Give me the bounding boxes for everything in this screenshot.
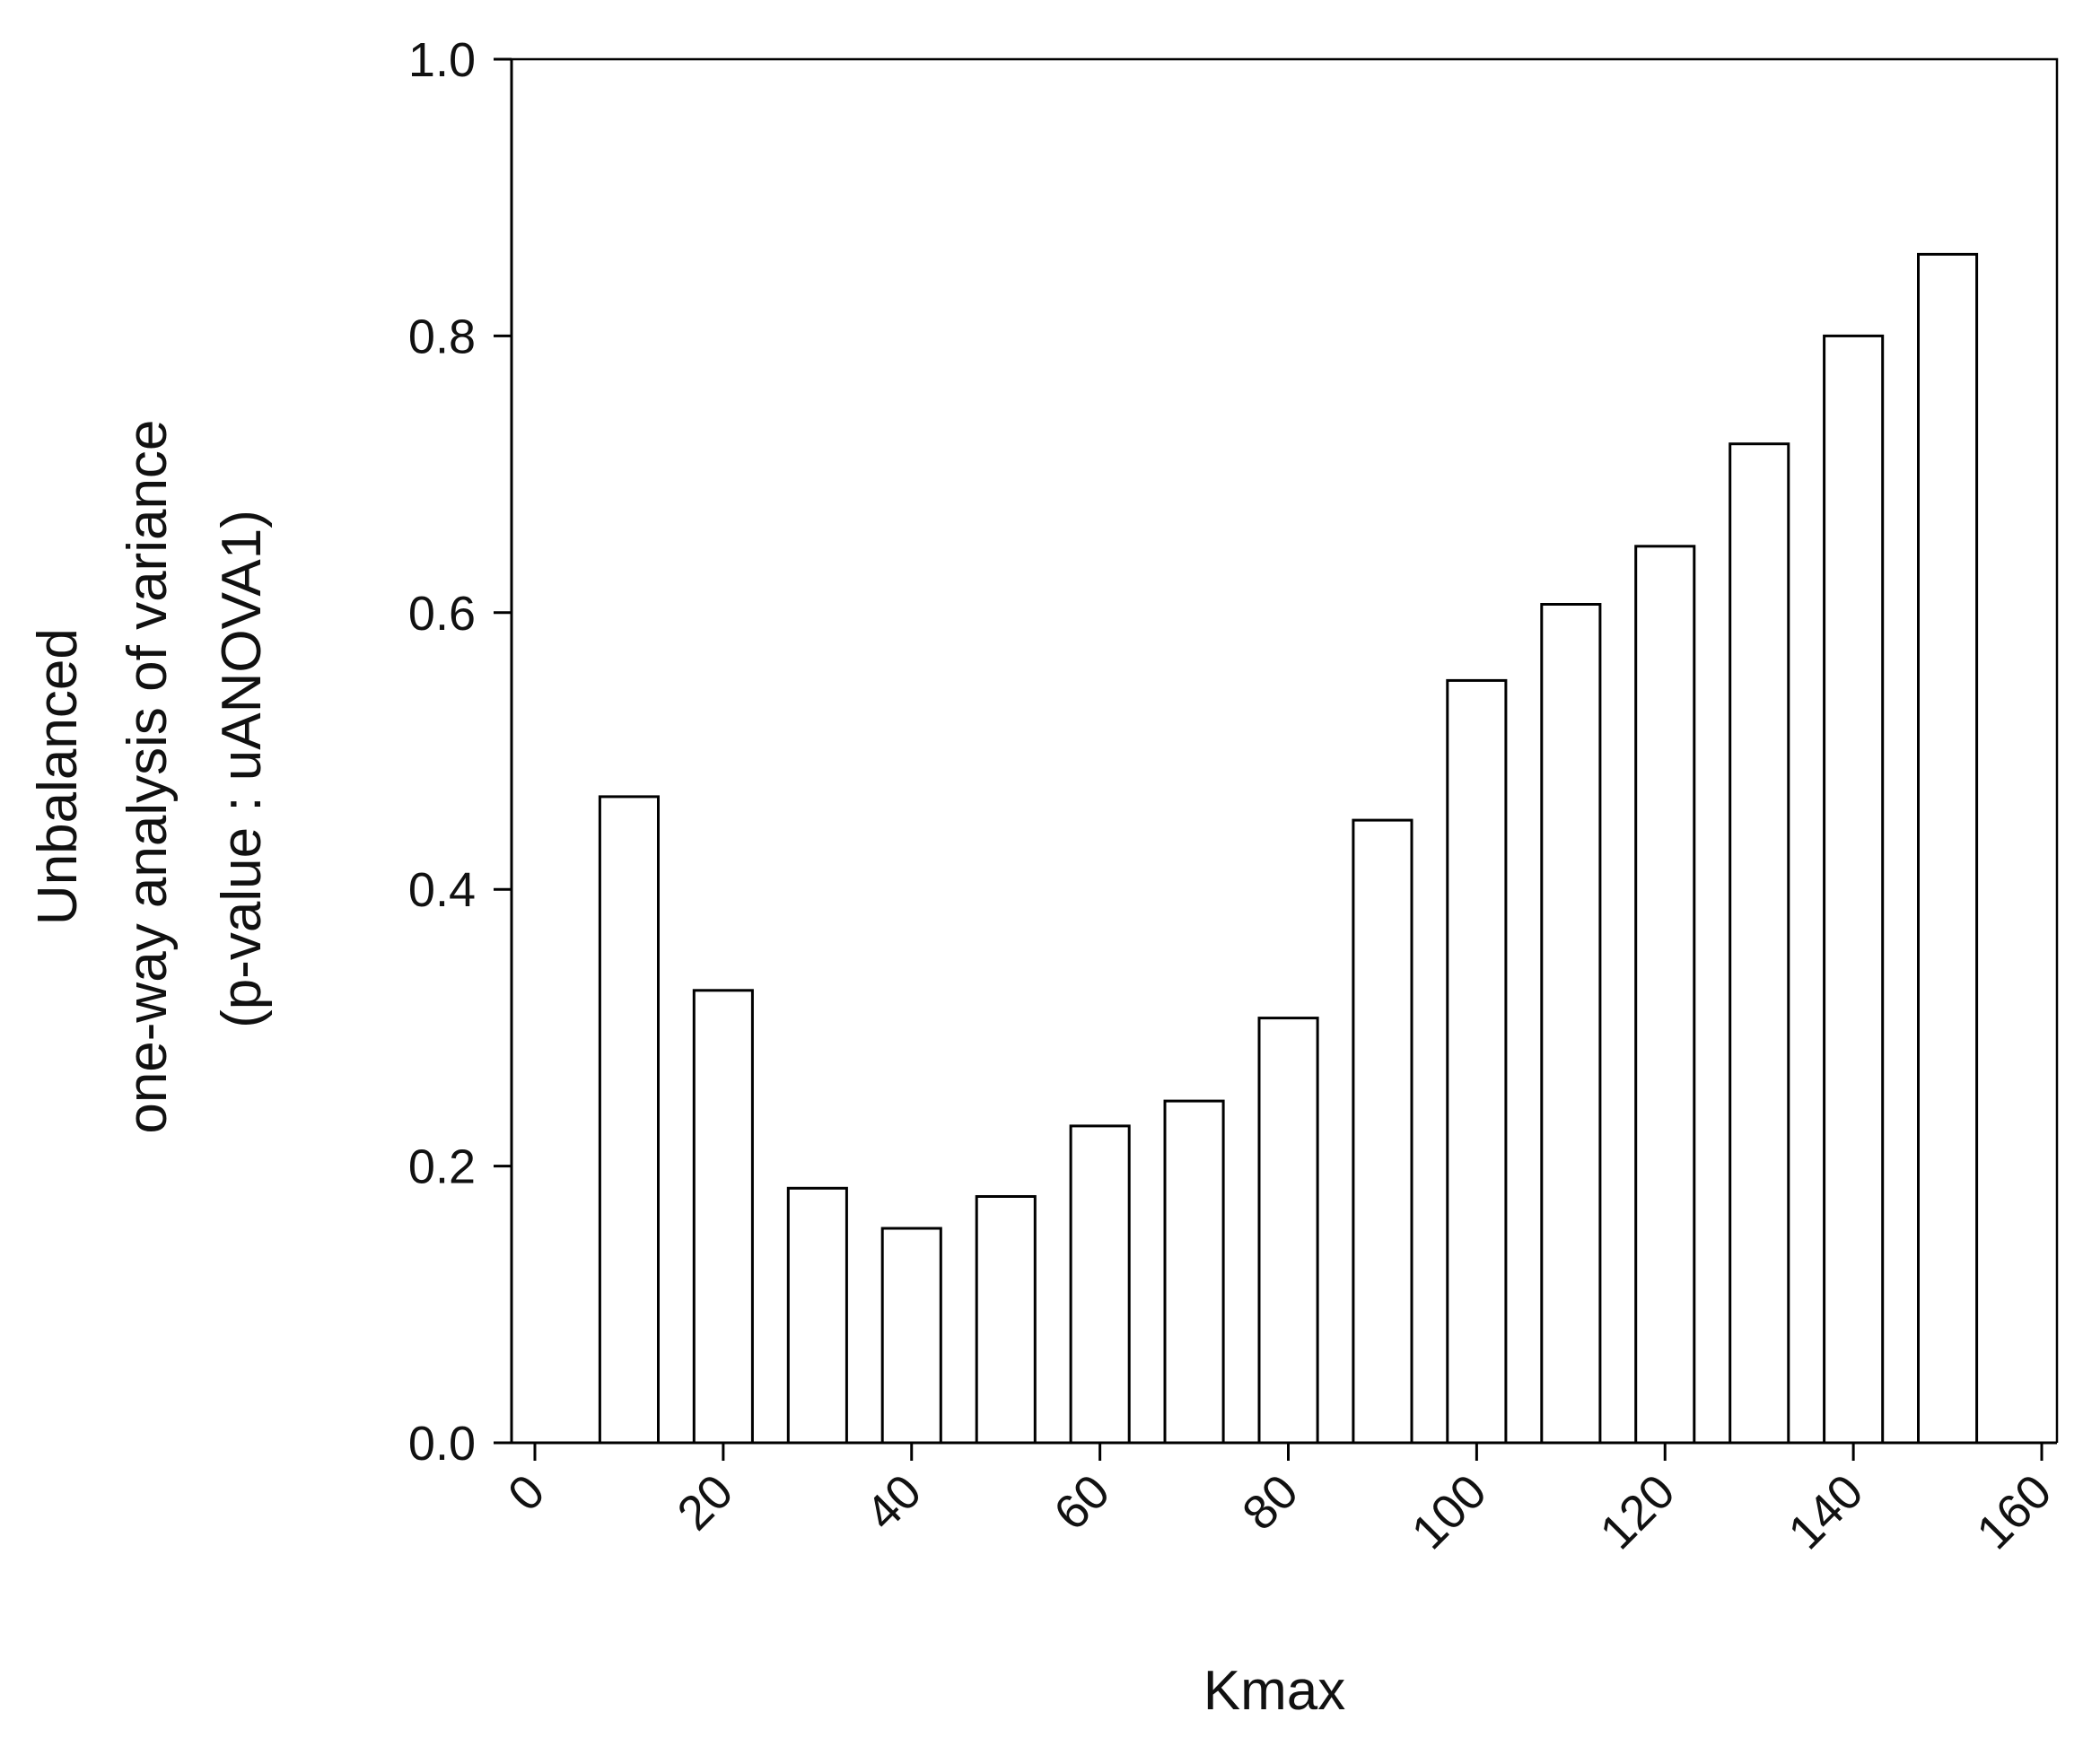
bar-kmax-150 (1917, 252, 1979, 1445)
y-axis-label-line-3: (p-value : uANOVA1) (211, 510, 273, 1028)
y-tick-label-4: 0.8 (408, 310, 476, 363)
x-tick-label-3: 60 (1044, 1464, 1120, 1541)
bar-kmax-50 (975, 1195, 1037, 1445)
bar-kmax-10 (598, 795, 661, 1445)
bar-kmax-40 (880, 1227, 942, 1445)
bar-kmax-60 (1069, 1124, 1131, 1445)
bar-kmax-140 (1823, 334, 1885, 1445)
y-axis-label-line-1: Unbalanced (27, 628, 89, 925)
y-axis-label: Unbalanced one-way analysis of variance … (27, 404, 273, 1133)
y-tick-label-3: 0.6 (408, 587, 476, 641)
bar-kmax-90 (1352, 818, 1413, 1445)
x-tick-label-8: 160 (1966, 1464, 2061, 1559)
x-tick-label-2: 40 (855, 1464, 932, 1541)
axes-group (510, 59, 2057, 1445)
bar-kmax-30 (786, 1186, 848, 1445)
y-axis-label-line-2: one-way analysis of variance (117, 420, 179, 1134)
y-tick-label-2: 0.4 (408, 863, 476, 917)
x-ticks-group: 0 20 40 60 80 100 120 140 160 (498, 1443, 2061, 1559)
plot-frame (512, 57, 2059, 1443)
x-tick-label-0: 0 (498, 1464, 556, 1522)
x-tick-label-7: 140 (1778, 1464, 1873, 1559)
x-tick-label-6: 120 (1590, 1464, 1685, 1559)
bars-group (598, 252, 1979, 1445)
y-tick-label-1: 0.2 (408, 1140, 476, 1194)
y-ticks-group: 0.0 0.2 0.4 0.6 0.8 1.0 (408, 33, 512, 1471)
bar-kmax-70 (1163, 1099, 1225, 1445)
x-tick-label-1: 20 (667, 1464, 743, 1541)
y-tick-label-5: 1.0 (408, 33, 476, 87)
x-tick-label-5: 100 (1402, 1464, 1497, 1559)
bar-kmax-20 (692, 989, 754, 1445)
bar-kmax-100 (1446, 678, 1508, 1445)
x-tick-label-4: 80 (1232, 1464, 1308, 1541)
y-tick-label-0: 0.0 (408, 1417, 476, 1471)
x-axis-label: Kmax (1203, 1660, 1345, 1722)
plot-frame-top-right (512, 57, 2059, 1443)
bar-kmax-130 (1729, 442, 1790, 1445)
bar-kmax-80 (1257, 1017, 1319, 1445)
bar-kmax-110 (1540, 603, 1602, 1445)
bar-kmax-120 (1634, 545, 1696, 1445)
